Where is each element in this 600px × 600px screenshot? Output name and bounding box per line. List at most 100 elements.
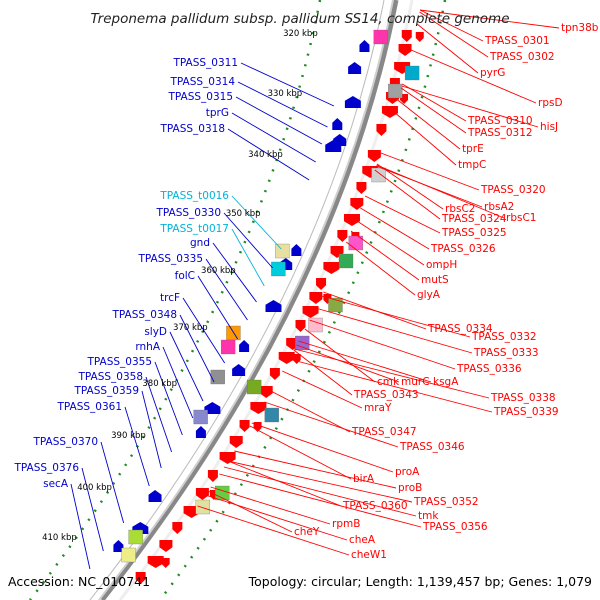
ruler-label: 350 kbp	[226, 209, 261, 219]
gene-feature-arrow	[161, 558, 170, 568]
gene-label-left: TPASS_0330	[155, 207, 221, 219]
gene-feature-arrow	[376, 124, 387, 136]
gene-label-right: rpsD	[538, 97, 563, 109]
gene-label-left: secA	[43, 478, 69, 490]
leader-line	[227, 460, 413, 503]
leader-line	[397, 99, 461, 150]
ruler-label: 320 kbp	[283, 29, 318, 39]
feature-block	[128, 529, 143, 545]
leader-line	[207, 490, 293, 533]
gene-label-right: TPASS_0301	[484, 35, 550, 47]
leader-line	[231, 228, 265, 287]
gene-label-right: murC	[401, 376, 430, 388]
genome-backbone	[100, 0, 399, 600]
feature-block	[195, 499, 210, 515]
leader-line	[205, 258, 248, 321]
gene-label-left: tprG	[206, 107, 229, 119]
gene-label-left: TPASS_0376	[13, 462, 79, 474]
gene-feature-arrow	[232, 364, 246, 376]
feature-block	[308, 317, 323, 333]
feature-block	[220, 339, 236, 355]
gene-feature-arrow	[302, 306, 319, 318]
gene-label-right: pyrG	[480, 67, 505, 79]
leader-line	[350, 230, 420, 281]
leader-line	[124, 406, 150, 487]
gene-label-right: birA	[353, 473, 375, 485]
feature-block	[388, 83, 403, 99]
gene-label-right: TPASS_0302	[489, 51, 555, 63]
gene-label-right: TPASS_0310	[467, 115, 533, 127]
gene-label-right: tpn38b	[561, 22, 599, 34]
leader-line	[315, 307, 473, 354]
leader-line	[360, 207, 430, 250]
leader-line	[219, 473, 422, 528]
gene-label-right: proA	[395, 466, 420, 478]
gene-label-left: trcF	[160, 292, 180, 304]
gene-feature-arrow	[292, 354, 301, 364]
feature-layer	[113, 29, 424, 584]
gene-feature-arrow	[348, 62, 362, 74]
gene-label-left: folC	[175, 270, 195, 282]
leader-line	[205, 494, 348, 541]
feature-block	[193, 409, 208, 425]
leader-line	[401, 85, 539, 128]
gene-label-right: TPASS_0352	[413, 496, 479, 508]
leader-line	[282, 370, 363, 409]
leader-line	[70, 483, 91, 570]
gene-label-left: gnd	[190, 237, 210, 249]
gene-label-right: cheA	[349, 534, 376, 546]
gene-feature-arrow	[381, 106, 398, 118]
gene-label-left: TPASS_0311	[172, 57, 238, 69]
gene-feature-arrow	[359, 40, 370, 52]
gene-label-right: hisJ	[540, 121, 558, 133]
gene-label-right: TPASS_0326	[430, 243, 496, 255]
gene-feature-arrow	[295, 320, 306, 332]
leader-line	[249, 425, 352, 480]
gene-label-left: TPASS_0314	[169, 76, 235, 88]
topology-text: Topology: circular; Length: 1,139,457 bp…	[248, 574, 592, 589]
gene-label-right: TPASS_0360	[342, 500, 408, 512]
gene-label-right: TPASS_0334	[427, 323, 493, 335]
gene-label-right: mutS	[421, 274, 449, 286]
ruler-label: 410 kbp	[42, 533, 77, 543]
gene-feature-arrow	[367, 150, 381, 162]
gene-label-right: tmpC	[458, 159, 486, 171]
gene-label-left: TPASS_0361	[56, 401, 122, 413]
gene-feature-arrow	[148, 490, 162, 502]
gene-feature-arrow	[219, 452, 236, 464]
leader-line	[223, 212, 274, 269]
feature-block	[271, 261, 286, 277]
gene-feature-arrow	[265, 300, 282, 312]
gene-feature-arrow	[239, 340, 250, 352]
ruler-label: 360 kbp	[201, 266, 236, 276]
ruler-label: 390 kbp	[111, 431, 146, 441]
feature-block	[373, 29, 388, 45]
leader-line	[294, 348, 490, 399]
gene-feature-arrow	[350, 198, 364, 210]
leader-line	[374, 169, 441, 220]
leader-line	[182, 297, 226, 364]
leader-line	[141, 390, 162, 469]
ruler-label: 330 kbp	[268, 89, 303, 99]
gene-label-right: TPASS_0343	[353, 389, 419, 401]
gene-feature-arrow	[309, 292, 323, 304]
leader-line	[355, 219, 425, 266]
leader-line	[223, 466, 417, 517]
gene-feature-arrow	[195, 488, 209, 500]
gene-feature-arrow	[401, 30, 412, 42]
leader-line	[231, 112, 316, 163]
gene-label-left: TPASS_0359	[73, 385, 139, 397]
gene-feature-arrow	[344, 96, 361, 108]
gene-feature-arrow	[259, 386, 273, 398]
leader-line	[400, 87, 467, 134]
gene-label-left: TPASS_0358	[77, 371, 143, 383]
gene-label-right: glyA	[417, 289, 441, 301]
gene-label-right: proB	[398, 482, 422, 494]
gene-label-right: rbsC2	[445, 203, 475, 215]
gene-labels: TPASS_0311 TPASS_0314 TPASS_0315 tprG TPASS_…	[13, 22, 598, 561]
gene-feature-arrow	[325, 140, 342, 152]
gene-label-right: rbsC1	[506, 212, 536, 224]
gene-label-right: tprE	[462, 143, 484, 155]
leader-line	[364, 195, 441, 234]
gene-feature-arrow	[147, 556, 164, 568]
